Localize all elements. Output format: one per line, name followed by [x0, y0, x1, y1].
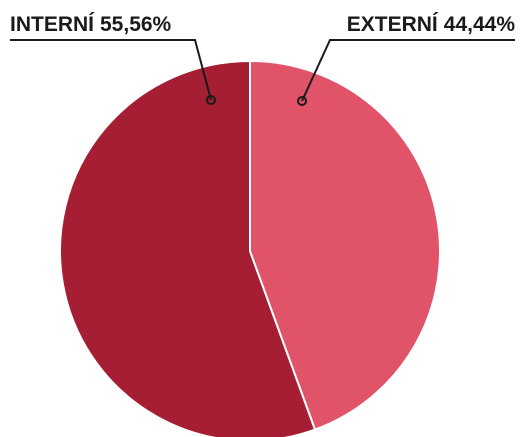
- slice-value: 55,56%: [100, 13, 172, 36]
- slice-value: 44,44%: [444, 13, 516, 36]
- leader-line: [10, 39, 212, 101]
- leader-dot: [297, 96, 307, 106]
- labels: INTERNÍ 55,56% EXTERNÍ 44,44%: [10, 13, 516, 106]
- pie: [59, 59, 441, 437]
- slice-label: INTERNÍ 55,56%: [10, 13, 172, 36]
- leader-dot: [206, 95, 216, 105]
- slice-name: EXTERNÍ: [347, 13, 439, 36]
- pie-slice: [249, 59, 441, 431]
- slice-name: INTERNÍ: [10, 13, 95, 36]
- slice-label: EXTERNÍ 44,44%: [347, 13, 516, 36]
- leader-line: [301, 39, 515, 102]
- pie-slice: [59, 59, 317, 437]
